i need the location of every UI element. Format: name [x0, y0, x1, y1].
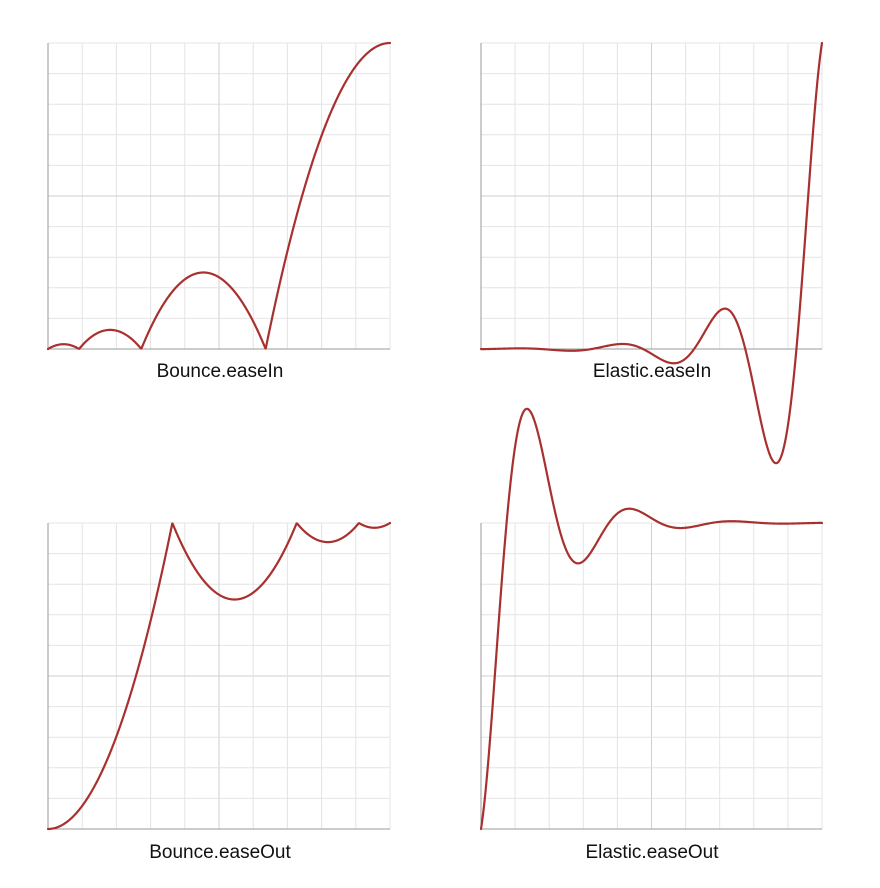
- grid: [47, 522, 391, 830]
- elastic-ease-out-chart: Elastic.easeOut: [479, 407, 824, 863]
- series-line: [46, 521, 392, 831]
- bounce-ease-in-chart: Bounce.easeIn: [46, 41, 392, 382]
- bounce-ease-in-title: Bounce.easeIn: [157, 361, 284, 382]
- elastic-ease-in-chart: Elastic.easeIn: [479, 41, 824, 465]
- grid: [47, 42, 391, 350]
- elastic-ease-in-title: Elastic.easeIn: [593, 361, 711, 382]
- series-line: [479, 407, 824, 831]
- grid: [480, 522, 823, 830]
- bounce-ease-out-title: Bounce.easeOut: [149, 842, 291, 863]
- series-line: [479, 41, 824, 465]
- series-line: [46, 41, 392, 351]
- elastic-ease-out-title: Elastic.easeOut: [585, 842, 719, 863]
- bounce-ease-out-chart: Bounce.easeOut: [46, 521, 392, 863]
- grid: [480, 42, 823, 350]
